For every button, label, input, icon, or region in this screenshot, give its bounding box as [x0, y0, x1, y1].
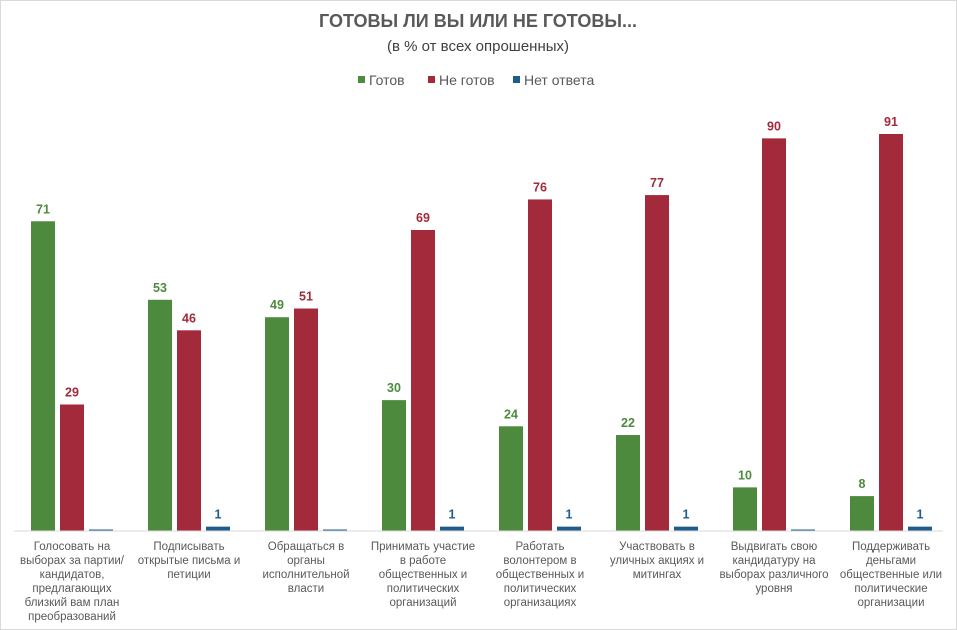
bar-2-3 — [294, 308, 318, 531]
data-label: 91 — [884, 115, 898, 129]
bar-3-2 — [206, 526, 230, 531]
category-label: Принимать участие в работе общественных … — [370, 541, 476, 609]
chart-subtitle: (в % от всех опрошенных) — [387, 38, 569, 55]
data-label: 22 — [621, 416, 635, 430]
data-label: 53 — [153, 281, 167, 295]
bar-3-1 — [89, 529, 113, 531]
data-label: 10 — [738, 468, 752, 482]
data-label: 90 — [767, 119, 781, 133]
data-label: 1 — [683, 508, 690, 522]
category-label: Поддерживать деньгами общественные или п… — [839, 541, 943, 609]
bar-3-3 — [323, 529, 347, 531]
data-label: 24 — [504, 407, 518, 421]
data-label: 76 — [533, 180, 547, 194]
bar-2-5 — [528, 199, 552, 531]
chart-title: ГОТОВЫ ЛИ ВЫ ИЛИ НЕ ГОТОВЫ... — [319, 11, 637, 31]
data-label: 46 — [182, 311, 196, 325]
data-label: 1 — [917, 508, 924, 522]
category-label: Подписывать открытые письма и петиции — [137, 541, 241, 581]
bar-1-4 — [382, 400, 406, 531]
category-label: Обращаться в органы исполнительной власт… — [262, 541, 350, 595]
legend-label: Нет ответа — [524, 72, 594, 88]
data-label: 49 — [270, 298, 284, 312]
bar-2-4 — [411, 229, 435, 531]
data-label: 71 — [36, 202, 50, 216]
bar-2-8 — [879, 134, 903, 531]
data-label: 51 — [299, 290, 313, 304]
category-label: Выдвигать свою кандидатуру на выборах ра… — [719, 541, 829, 595]
bar-1-5 — [499, 426, 523, 531]
bar-1-1 — [31, 221, 55, 531]
bar-1-6 — [616, 435, 640, 531]
legend-label: Не готов — [439, 72, 495, 88]
bar-3-7 — [791, 529, 815, 531]
category-label: Участвовать в уличных акциях и митингах — [609, 541, 705, 581]
bar-2-1 — [60, 404, 84, 531]
bar-1-7 — [733, 487, 757, 531]
bar-1-2 — [148, 299, 172, 531]
bar-1-8 — [850, 496, 874, 531]
data-label: 69 — [416, 211, 430, 225]
data-label: 1 — [566, 508, 573, 522]
bar-3-8 — [908, 526, 932, 531]
category-label: Голосовать на выборах за партии/кандидат… — [19, 541, 125, 623]
data-label: 1 — [215, 508, 222, 522]
data-label: 1 — [449, 508, 456, 522]
category-label: Работать волонтером в общественных и пол… — [495, 541, 585, 609]
bar-2-2 — [177, 330, 201, 531]
bar-3-4 — [440, 526, 464, 531]
legend: Готов Не готов Нет ответа — [358, 72, 594, 88]
data-label: 29 — [65, 385, 79, 399]
legend-swatch — [513, 76, 520, 83]
data-label: 30 — [387, 381, 401, 395]
bar-1-3 — [265, 317, 289, 531]
bar-2-7 — [762, 138, 786, 531]
bar-2-6 — [645, 195, 669, 532]
legend-label: Готов — [369, 72, 405, 88]
legend-swatch — [358, 76, 365, 83]
bar-3-5 — [557, 526, 581, 531]
bars: 71 29 53 46 1 49 51 30 69 1 24 76 1 22 77 1 10 90 8 91 1 — [31, 115, 932, 532]
legend-swatch — [428, 76, 435, 83]
bar-3-6 — [674, 526, 698, 531]
data-label: 77 — [650, 176, 664, 190]
data-label: 8 — [859, 477, 866, 491]
